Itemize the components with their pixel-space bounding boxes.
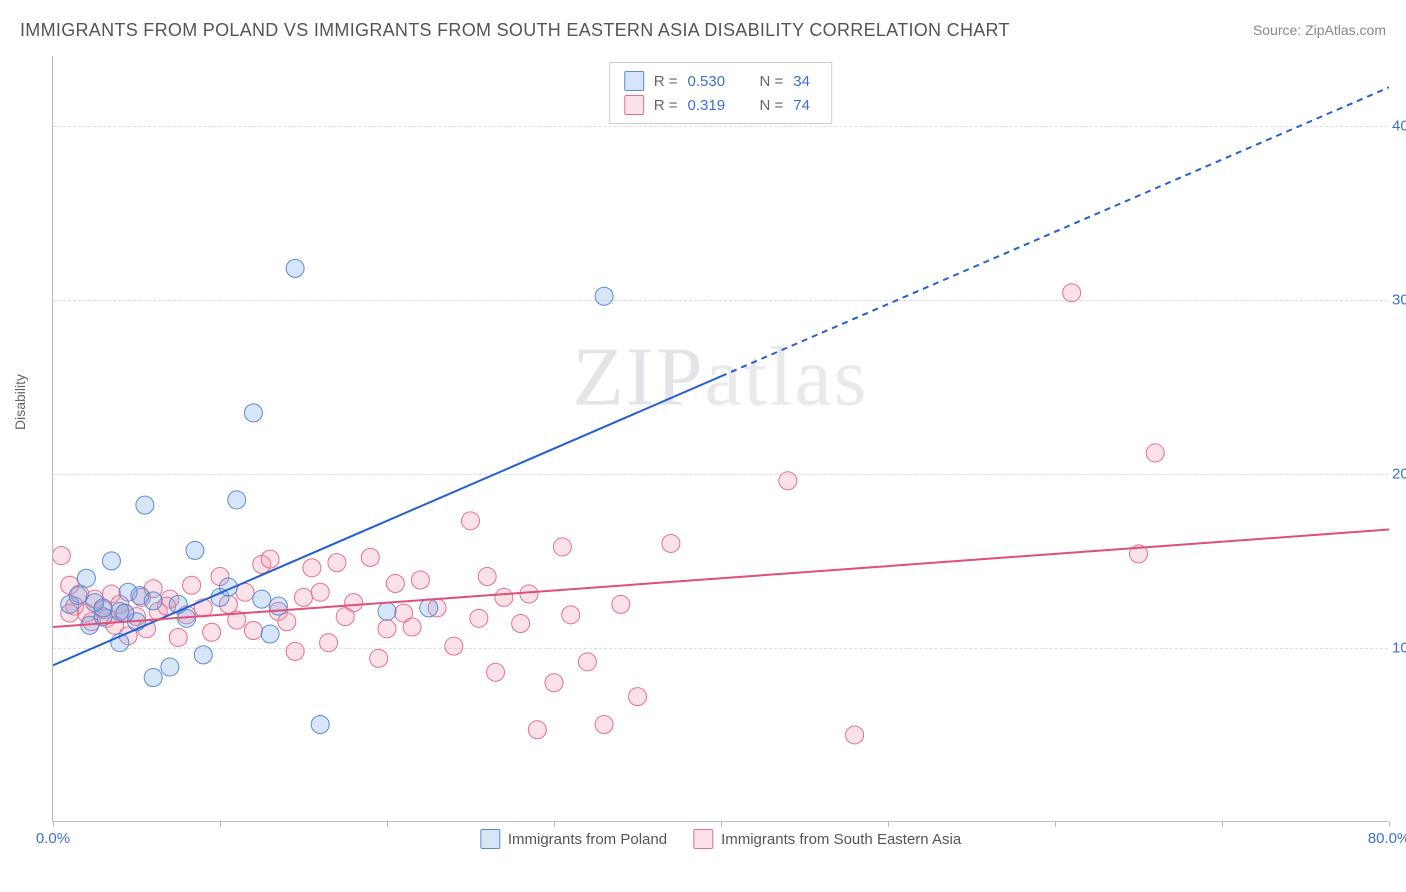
scatter-point <box>253 590 271 608</box>
y-tick-label: 40.0% <box>1392 117 1406 134</box>
scatter-point <box>370 649 388 667</box>
scatter-point <box>278 613 296 631</box>
scatter-point <box>286 642 304 660</box>
y-axis-label: Disability <box>12 374 28 430</box>
scatter-point <box>487 663 505 681</box>
scatter-point <box>311 583 329 601</box>
swatch-poland <box>624 71 644 91</box>
scatter-point <box>411 571 429 589</box>
scatter-point <box>420 599 438 617</box>
scatter-point <box>183 576 201 594</box>
scatter-point <box>244 404 262 422</box>
x-tick-label: 80.0% <box>1368 830 1406 847</box>
scatter-point <box>203 623 221 641</box>
chart-container: IMMIGRANTS FROM POLAND VS IMMIGRANTS FRO… <box>0 0 1406 892</box>
scatter-point <box>261 550 279 568</box>
scatter-point <box>194 599 212 617</box>
y-tick-label: 30.0% <box>1392 291 1406 308</box>
legend-label-sea: Immigrants from South Eastern Asia <box>721 831 961 848</box>
scatter-point <box>228 491 246 509</box>
scatter-point <box>69 587 87 605</box>
series-legend: Immigrants from Poland Immigrants from S… <box>480 829 961 849</box>
chart-title: IMMIGRANTS FROM POLAND VS IMMIGRANTS FRO… <box>20 20 1010 41</box>
legend-label-poland: Immigrants from Poland <box>508 831 667 848</box>
legend-row-sea: R = 0.319 N = 74 <box>624 93 818 117</box>
scatter-point <box>629 688 647 706</box>
r-value-poland: 0.530 <box>688 73 736 90</box>
scatter-point <box>269 597 287 615</box>
scatter-point <box>320 634 338 652</box>
scatter-point <box>361 548 379 566</box>
legend-item-poland: Immigrants from Poland <box>480 829 667 849</box>
scatter-point <box>94 599 112 617</box>
scatter-point <box>144 669 162 687</box>
swatch-sea <box>624 95 644 115</box>
n-value-sea: 74 <box>793 97 817 114</box>
scatter-point <box>144 592 162 610</box>
legend-row-poland: R = 0.530 N = 34 <box>624 69 818 93</box>
scatter-point <box>295 588 313 606</box>
plot-svg <box>53 56 1389 822</box>
swatch-sea-bottom <box>693 829 713 849</box>
y-tick-label: 10.0% <box>1392 639 1406 656</box>
scatter-point <box>779 472 797 490</box>
scatter-point <box>528 721 546 739</box>
legend-item-sea: Immigrants from South Eastern Asia <box>693 829 961 849</box>
scatter-point <box>520 585 538 603</box>
scatter-point <box>545 674 563 692</box>
scatter-point <box>53 547 70 565</box>
scatter-point <box>403 618 421 636</box>
scatter-point <box>512 615 530 633</box>
scatter-point <box>311 716 329 734</box>
x-tick-label: 0.0% <box>36 830 70 847</box>
correlation-legend: R = 0.530 N = 34 R = 0.319 N = 74 <box>609 62 833 124</box>
n-value-poland: 34 <box>793 73 817 90</box>
y-tick-label: 20.0% <box>1392 465 1406 482</box>
source-attribution: Source: ZipAtlas.com <box>1253 22 1386 38</box>
scatter-point <box>595 716 613 734</box>
scatter-point <box>445 637 463 655</box>
n-label: N = <box>760 97 784 114</box>
scatter-point <box>186 541 204 559</box>
scatter-point <box>345 594 363 612</box>
scatter-point <box>386 574 404 592</box>
scatter-point <box>595 287 613 305</box>
scatter-point <box>478 568 496 586</box>
scatter-point <box>378 620 396 638</box>
r-value-sea: 0.319 <box>688 97 736 114</box>
scatter-point <box>77 569 95 587</box>
scatter-point <box>194 646 212 664</box>
trend-line-extrapolated <box>721 87 1389 376</box>
swatch-poland-bottom <box>480 829 500 849</box>
scatter-point <box>261 625 279 643</box>
scatter-point <box>846 726 864 744</box>
scatter-point <box>102 552 120 570</box>
scatter-point <box>303 559 321 577</box>
scatter-point <box>470 609 488 627</box>
scatter-point <box>662 534 680 552</box>
scatter-point <box>1146 444 1164 462</box>
scatter-point <box>462 512 480 530</box>
scatter-point <box>1063 284 1081 302</box>
scatter-point <box>244 622 262 640</box>
scatter-point <box>169 628 187 646</box>
plot-area: ZIPatlas R = 0.530 N = 34 R = 0.319 N = … <box>52 56 1388 822</box>
scatter-point <box>328 554 346 572</box>
scatter-point <box>612 595 630 613</box>
x-tick-mark <box>1389 821 1390 827</box>
scatter-point <box>495 588 513 606</box>
r-label: R = <box>654 97 678 114</box>
scatter-point <box>578 653 596 671</box>
scatter-point <box>378 602 396 620</box>
scatter-point <box>562 606 580 624</box>
scatter-point <box>286 259 304 277</box>
r-label: R = <box>654 73 678 90</box>
n-label: N = <box>760 73 784 90</box>
scatter-point <box>116 604 134 622</box>
scatter-point <box>136 496 154 514</box>
scatter-point <box>161 658 179 676</box>
scatter-point <box>553 538 571 556</box>
